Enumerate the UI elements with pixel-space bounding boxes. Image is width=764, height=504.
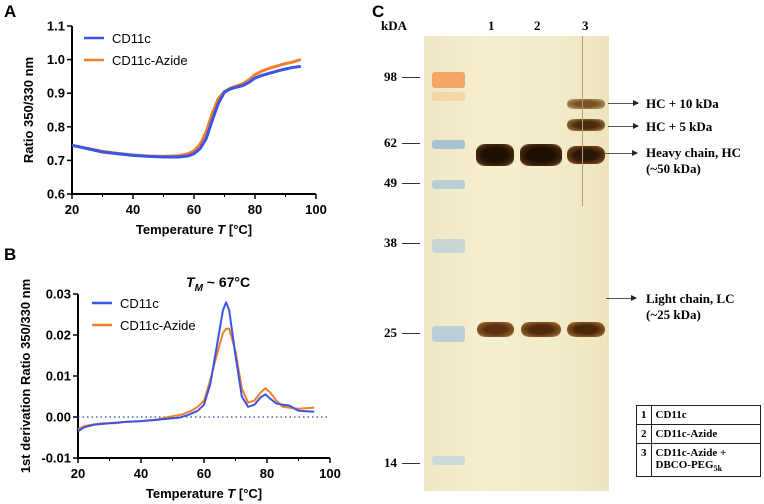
arrow-hc10: [608, 100, 639, 106]
marker-label-38: 38: [384, 235, 397, 250]
chart-title: TM ~ 67°C: [186, 274, 250, 294]
marker-tick-62: [402, 143, 420, 144]
kda-unit-label: kDA: [381, 18, 408, 33]
lane-3-hc10-band: [567, 99, 605, 109]
sds-page-gel-image: [424, 36, 609, 491]
series-line-cd11c: [77, 301, 315, 433]
marker-tick-38: [402, 243, 420, 244]
legend-peg-subscript: 5k: [713, 464, 723, 474]
x-tick-label: 100: [305, 202, 327, 217]
x-axis-label: Temperature T [°C]: [136, 222, 252, 237]
y-tick-label: 0.01: [46, 369, 71, 384]
ladder-band-98: [432, 72, 465, 88]
x-tick-label: 100: [319, 466, 341, 481]
marker-tick-25: [402, 333, 420, 334]
y-tick-label: 1.1: [47, 19, 65, 34]
x-tick-label: 60: [187, 202, 201, 217]
legend-sample-line2: DBCO-PEG5k: [656, 459, 756, 473]
annotation-hc-10kda: HC + 10 kDa: [646, 96, 719, 111]
y-tick-label: -0.01: [41, 451, 71, 466]
lane-1-light-chain-band: [477, 322, 514, 337]
lane-label-1: 1: [488, 18, 495, 33]
y-tick-label: 0.7: [47, 153, 65, 168]
legend-sample: CD11c: [650, 405, 761, 425]
marker-label-49: 49: [384, 175, 397, 190]
marker-label-25: 25: [384, 325, 397, 340]
legend-label-cd11c: CD11c: [120, 296, 159, 311]
legend-row: 2 CD11c-Azide: [636, 424, 761, 444]
legend-sample-line1: CD11c-Azide +: [655, 447, 727, 459]
y-tick-label: 0.00: [46, 410, 71, 425]
annotation-hc-5kda: HC + 5 kDa: [646, 119, 713, 134]
y-tick-label: 0.03: [46, 287, 71, 302]
y-tick-label: 0.8: [47, 119, 65, 134]
legend-peg-label: DBCO-PEG: [655, 459, 714, 471]
legend-label-cd11c-azide: CD11c-Azide: [112, 53, 188, 68]
lane-3-light-chain-band: [567, 322, 605, 337]
panel-label-b: B: [4, 245, 17, 264]
lane-1-heavy-chain-band: [476, 144, 514, 166]
lane-label-3: 3: [582, 18, 589, 33]
arrow-heavy-chain: [605, 150, 638, 156]
legend-row: 3 CD11c-Azide + DBCO-PEG5k: [636, 442, 761, 478]
light-chain-label: Light chain, LC: [646, 291, 735, 306]
x-tick-label: 60: [197, 466, 211, 481]
x-tick-label: 80: [260, 466, 274, 481]
ladder-band-49: [432, 180, 465, 189]
x-tick-label: 40: [126, 202, 140, 217]
marker-label-98: 98: [384, 69, 397, 84]
y-axis-label: Ratio 350/330 nm: [21, 57, 36, 163]
chart-a-thermal-unfolding: 0.6 0.7 0.8 0.9 1.0 1.1 20 40 60 80 100 Temperature…: [21, 19, 327, 238]
legend-lane-number: 3: [636, 442, 652, 478]
y-tick-label: 1.0: [47, 52, 65, 67]
marker-label-62: 62: [384, 135, 397, 150]
lane-2-light-chain-band: [521, 322, 561, 337]
marker-tick-14: [402, 463, 420, 464]
heavy-chain-label: Heavy chain, HC: [646, 145, 741, 160]
x-tick-label: 20: [71, 466, 85, 481]
arrow-hc5: [608, 123, 639, 129]
ladder-band-62: [432, 140, 465, 149]
ladder-band-38: [432, 239, 465, 253]
legend-label-cd11c-azide: CD11c-Azide: [120, 318, 196, 333]
marker-tick-49: [402, 183, 420, 184]
y-tick-label: 0.9: [47, 86, 65, 101]
ladder-band-14: [432, 456, 465, 465]
lane-label-2: 2: [534, 18, 541, 33]
x-tick-label: 20: [65, 202, 79, 217]
panel-label-a: A: [4, 2, 17, 21]
series-line-cd11c: [71, 64, 302, 159]
lane-2-heavy-chain-band: [520, 144, 562, 166]
panel-label-c: C: [372, 2, 385, 21]
heavy-chain-size: (~50 kDa): [646, 161, 701, 176]
lane-3-heavy-chain-band: [567, 146, 605, 164]
light-chain-size: (~25 kDa): [646, 307, 701, 322]
marker-tick-98: [402, 77, 420, 78]
gel-scratch-line: [582, 36, 583, 206]
legend-row: 1 CD11c: [636, 405, 761, 425]
lane-legend-table: 1 CD11c 2 CD11c-Azide 3 CD11c-Azide + DBCO-…: [636, 405, 761, 478]
legend-label-cd11c: CD11c: [112, 31, 151, 46]
legend-sample: CD11c-Azide + DBCO-PEG5k: [650, 442, 761, 478]
arrow-light-chain: [606, 295, 637, 301]
ladder-band-25: [432, 326, 465, 342]
ladder-band-minor: [432, 92, 465, 101]
legend-sample: CD11c-Azide: [650, 424, 761, 444]
x-tick-label: 80: [248, 202, 262, 217]
lane-3-hc5-band: [567, 119, 605, 131]
y-tick-label: 0.02: [46, 328, 71, 343]
y-axis-label: 1st derivation Ratio 350/330 nm: [18, 279, 33, 473]
y-tick-label: 0.6: [47, 187, 65, 202]
marker-label-14: 14: [384, 455, 397, 470]
x-axis-label: Temperature T [°C]: [146, 486, 262, 501]
annotation-heavy-chain: Heavy chain, HC (~50 kDa): [646, 145, 741, 177]
legend-lane-number: 2: [636, 424, 652, 444]
x-tick-label: 40: [134, 466, 148, 481]
legend-lane-number: 1: [636, 405, 652, 425]
chart-b-first-derivative: -0.01 0.00 0.01 0.02 0.03 20 40 60 80 100 Temperat…: [18, 274, 341, 501]
annotation-light-chain: Light chain, LC (~25 kDa): [646, 291, 735, 323]
